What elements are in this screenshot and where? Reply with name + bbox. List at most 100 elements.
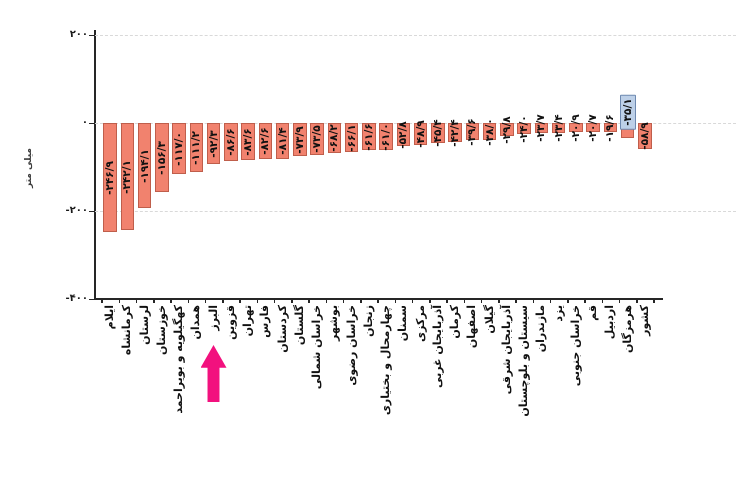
bar: [500, 123, 514, 136]
bar-value-label: -۲۳/۴: [552, 114, 565, 142]
bar-value-label: -۱۹۴/۱: [138, 148, 151, 183]
bar-value-label: -۸۲/۶: [259, 127, 272, 155]
category-label: سمنان: [396, 305, 410, 342]
x-tick-mark: [532, 298, 535, 303]
category-label: فارس: [258, 305, 272, 338]
x-tick-mark: [291, 298, 293, 303]
bar-value-label: -۵۸/۹: [638, 122, 651, 150]
bar-value-label: -۲۴/۰: [518, 114, 530, 143]
category-label: مازندران: [534, 305, 548, 353]
bar: [603, 123, 617, 132]
bar: [224, 123, 238, 161]
bar: [517, 123, 531, 134]
y-tick-mark: [89, 210, 94, 212]
highlight-arrow: [200, 345, 227, 402]
bar: [275, 123, 290, 159]
bar-value-label: -۱۹/۶: [604, 113, 617, 142]
bar: [362, 123, 376, 150]
y-gridline: [95, 211, 736, 212]
bar-value-label: -۱۱۷/۰: [173, 131, 185, 166]
bar: [344, 123, 359, 152]
x-tick-mark: [653, 298, 655, 303]
bar: [241, 123, 255, 160]
category-label: ایلام: [103, 305, 116, 330]
bar-value-label: -۶۶/۱: [345, 123, 358, 152]
x-tick-mark: [394, 298, 397, 303]
x-tick-mark: [360, 298, 362, 303]
x-tick-mark: [618, 298, 621, 303]
bar-value-label: -۳۸/۰: [483, 117, 496, 146]
y-tick-label: ۰: [81, 117, 88, 128]
bar-value-label: -۴۵/۴: [431, 119, 444, 147]
bar: [120, 123, 134, 230]
x-tick-mark: [601, 298, 604, 303]
selected-value-label: -۳۵/۱: [619, 94, 636, 130]
category-label: کشور: [637, 305, 651, 336]
category-label: لرستان: [137, 305, 151, 345]
x-tick-mark: [377, 298, 379, 303]
x-tick-mark: [170, 298, 172, 303]
category-label: مرکزی: [413, 305, 427, 342]
y-tick-mark: [89, 298, 94, 300]
x-tick-mark: [135, 298, 138, 303]
bar: [396, 123, 410, 146]
x-tick-mark: [101, 298, 103, 303]
y-axis-title: میلی متر: [24, 147, 34, 189]
bar: [155, 123, 169, 192]
x-tick-mark: [273, 298, 276, 303]
bar: [310, 123, 324, 155]
bar: [465, 123, 479, 140]
y-tick-label: -۴۰۰: [65, 293, 88, 304]
category-label: اصفهان: [465, 305, 479, 349]
bar: [534, 123, 548, 133]
bar-value-label: -۷۳/۹: [293, 125, 306, 154]
x-tick-mark: [204, 298, 207, 303]
bar: [448, 123, 462, 142]
bar-value-label: -۱۵۶/۳: [155, 140, 168, 175]
category-label: همدان: [189, 305, 203, 340]
bar: [189, 123, 203, 172]
x-tick-mark: [325, 298, 328, 303]
bar: [293, 123, 307, 156]
bar-value-label: -۵۲/۸: [397, 120, 410, 149]
x-tick-mark: [463, 298, 466, 303]
bar-value-label: -۶۱/۶: [362, 122, 375, 151]
bar: [413, 123, 428, 145]
bar-value-label: -۲۰/۹: [569, 113, 582, 142]
bar: [586, 123, 600, 132]
category-label: کهگیلویه و بویراحمد: [172, 305, 185, 414]
category-label: خوزستان: [154, 305, 168, 355]
x-tick-mark: [239, 298, 241, 303]
x-tick-mark: [342, 298, 345, 303]
category-label: یزد: [551, 305, 565, 322]
category-label: قزوین: [223, 305, 237, 340]
category-label: کرمانشاه: [120, 305, 134, 356]
bar-value-label: -۴۸/۹: [414, 120, 427, 148]
y-tick-label: -۲۰۰: [65, 205, 88, 216]
bar-value-label: -۴۲/۴: [449, 118, 461, 147]
y-axis-line: [93, 30, 96, 299]
x-tick-mark: [446, 298, 448, 303]
category-label: بوشهر: [327, 305, 341, 341]
bar: [569, 123, 583, 132]
category-label: چهارمحال و بختیاری: [379, 305, 392, 416]
bar-value-label: -۶۸/۲: [328, 124, 341, 152]
bar: [482, 123, 497, 140]
category-label: قم: [586, 305, 599, 321]
bar-value-label: -۲۴۶/۹: [104, 160, 116, 195]
bar: [137, 123, 152, 208]
category-label: خراسان رضوی: [344, 305, 358, 386]
bar: [551, 123, 566, 133]
bar-value-label: -۲۴۲/۱: [121, 159, 134, 194]
x-tick-mark: [308, 298, 310, 303]
bar-value-label: -۲۳/۷: [535, 114, 548, 142]
bar: [103, 123, 117, 232]
bar-value-label: -۲۹/۸: [500, 115, 513, 144]
bar: [327, 123, 341, 153]
category-label: تهران: [241, 305, 254, 337]
x-tick-mark: [636, 298, 638, 303]
bar-value-label: -۲۰/۷: [587, 113, 599, 142]
y-gridline: [95, 35, 736, 36]
bar: [379, 123, 393, 150]
bar-value-label: -۸۱/۴: [276, 127, 289, 155]
